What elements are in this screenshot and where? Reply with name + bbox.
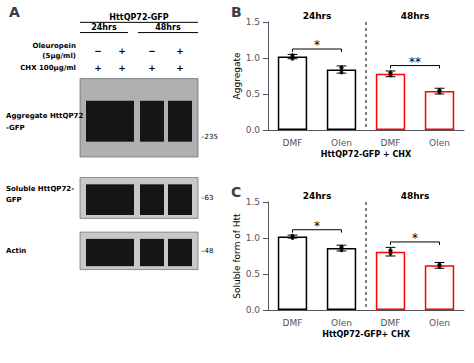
svg-text:B: B	[231, 4, 242, 20]
svg-text:Olen: Olen	[429, 318, 450, 328]
svg-text:(5μg/ml): (5μg/ml)	[42, 52, 76, 60]
svg-text:**: **	[409, 55, 421, 69]
svg-text:1.0: 1.0	[246, 53, 261, 63]
svg-text:+: +	[148, 63, 156, 73]
svg-text:Olen: Olen	[331, 138, 352, 148]
svg-text:48hrs: 48hrs	[401, 11, 430, 21]
svg-text:-GFP: -GFP	[6, 124, 25, 132]
svg-text:HttQP72-GFP+ CHX: HttQP72-GFP+ CHX	[322, 330, 410, 339]
svg-text:HttQP72-GFP: HttQP72-GFP	[109, 13, 168, 22]
svg-text:C: C	[231, 184, 241, 200]
svg-text:24hrs: 24hrs	[303, 11, 332, 21]
svg-text:1.0: 1.0	[246, 233, 261, 243]
svg-text:Aggregate HttQP72: Aggregate HttQP72	[6, 112, 83, 120]
svg-text:+: +	[176, 46, 184, 56]
svg-text:24hrs: 24hrs	[91, 23, 117, 32]
svg-text:DMF: DMF	[381, 138, 401, 148]
svg-text:−: −	[148, 46, 156, 56]
svg-text:*: *	[314, 219, 320, 233]
svg-text:0.0: 0.0	[246, 125, 261, 135]
svg-text:+: +	[176, 63, 184, 73]
svg-text:HttQP72-GFP + CHX: HttQP72-GFP + CHX	[321, 150, 412, 159]
svg-text:–235: –235	[201, 133, 218, 141]
svg-text:Olen: Olen	[331, 318, 352, 328]
svg-text:Oleuropein: Oleuropein	[33, 42, 77, 50]
svg-text:24hrs: 24hrs	[303, 191, 332, 201]
svg-text:*: *	[314, 38, 320, 52]
svg-text:DMF: DMF	[283, 318, 303, 328]
svg-text:0.5: 0.5	[246, 89, 260, 99]
svg-text:Olen: Olen	[429, 138, 450, 148]
svg-text:+: +	[118, 63, 126, 73]
svg-text:Aggregate: Aggregate	[232, 52, 242, 99]
svg-text:A: A	[9, 4, 20, 20]
svg-text:–63: –63	[201, 194, 213, 202]
svg-text:*: *	[412, 231, 418, 245]
svg-text:–48: –48	[201, 247, 213, 255]
svg-text:+: +	[118, 46, 126, 56]
svg-text:Actin: Actin	[6, 247, 26, 255]
svg-text:GFP: GFP	[6, 196, 22, 204]
svg-text:DMF: DMF	[283, 138, 303, 148]
svg-text:1.5: 1.5	[246, 17, 260, 27]
svg-text:DMF: DMF	[381, 318, 401, 328]
svg-text:0.5: 0.5	[246, 269, 260, 279]
svg-text:−: −	[94, 46, 102, 56]
svg-text:Soluble form of Htt: Soluble form of Htt	[232, 213, 242, 299]
svg-text:1.5: 1.5	[246, 197, 260, 207]
svg-text:Soluble HttQP72-: Soluble HttQP72-	[6, 185, 74, 193]
svg-text:48hrs: 48hrs	[155, 23, 181, 32]
svg-text:+: +	[94, 63, 102, 73]
svg-text:CHX 100μg/ml: CHX 100μg/ml	[20, 64, 76, 72]
svg-text:0.0: 0.0	[246, 305, 261, 315]
svg-text:48hrs: 48hrs	[401, 191, 430, 201]
